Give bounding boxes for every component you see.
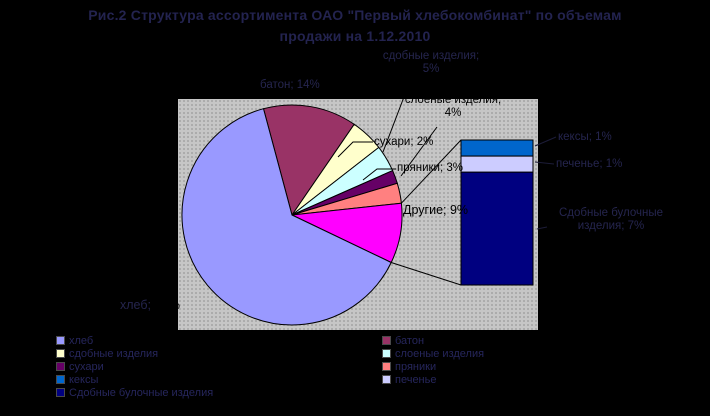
legend-label: батон	[395, 334, 425, 347]
legend-item: сдобные изделия	[56, 347, 213, 360]
legend-item: пряники	[382, 360, 484, 373]
pie-and-bar-chart	[181, 104, 534, 326]
label-keksy: кексы; 1%	[558, 131, 612, 143]
legend-swatch-icon	[56, 388, 65, 397]
label-suhari: сухари; 2%	[374, 136, 434, 148]
legend-label: печенье	[395, 373, 437, 386]
legend-label: сдобные изделия	[69, 347, 159, 360]
legend-label: пряники	[395, 360, 437, 373]
legend-swatch-icon	[382, 362, 391, 371]
legend-label: Сдобные булочные изделия	[69, 386, 214, 399]
legend-swatch-icon	[56, 349, 65, 358]
legend-label: кексы	[69, 373, 99, 386]
label-baton: батон; 14%	[260, 79, 320, 91]
legend-item: батон	[382, 334, 484, 347]
chart-title-line1: Рис.2 Структура ассортимента ОАО "Первый…	[88, 7, 622, 23]
pie-slice-6	[181, 108, 392, 326]
label-sdobnye-bulochnye: Сдобные булочные изделия; 7%	[558, 207, 664, 232]
legend-item: печенье	[382, 373, 484, 386]
legend-label: слоеные изделия	[395, 347, 485, 360]
bar-segment-0	[460, 139, 534, 157]
legend-swatch-icon	[382, 349, 391, 358]
chart-title-line2: продажи на 1.12.2010	[279, 28, 431, 44]
bar-segment-2	[460, 171, 534, 286]
legend-label: сухари	[69, 360, 104, 373]
legend-swatch-icon	[56, 375, 65, 384]
legend-swatch-icon	[382, 336, 391, 345]
legend-item: Сдобные булочные изделия	[56, 386, 213, 399]
legend-swatch-icon	[382, 375, 391, 384]
leader-keksy	[534, 136, 557, 147]
legend-item: кексы	[56, 373, 213, 386]
legend-item: сухари	[56, 360, 213, 373]
label-drugie: Другие; 9%	[403, 203, 469, 217]
label-pechenye: печенье; 1%	[556, 158, 623, 170]
pie-bar-connector-1	[391, 262, 462, 286]
legend-swatch-icon	[56, 362, 65, 371]
label-sdobnye-izdeliya: сдобные изделия; 5%	[382, 50, 480, 75]
legend-label: хлеб	[69, 334, 94, 347]
legend-item: слоеные изделия	[382, 347, 484, 360]
legend-swatch-icon	[56, 336, 65, 345]
label-sloenye-izdeliya: слоеные изделия; 4%	[404, 94, 502, 119]
legend-item: хлеб	[56, 334, 213, 347]
pie-slice-0	[262, 104, 355, 217]
bar-segment-1	[460, 155, 534, 173]
legend-column-right: батон слоеные изделия пряники печенье	[382, 334, 484, 386]
label-hleb: хлеб; 65%	[120, 298, 181, 312]
label-pryaniki: пряники; 3%	[397, 162, 463, 174]
legend-column-left: хлеб сдобные изделия сухари кексы Сдобные бу…	[56, 334, 213, 399]
